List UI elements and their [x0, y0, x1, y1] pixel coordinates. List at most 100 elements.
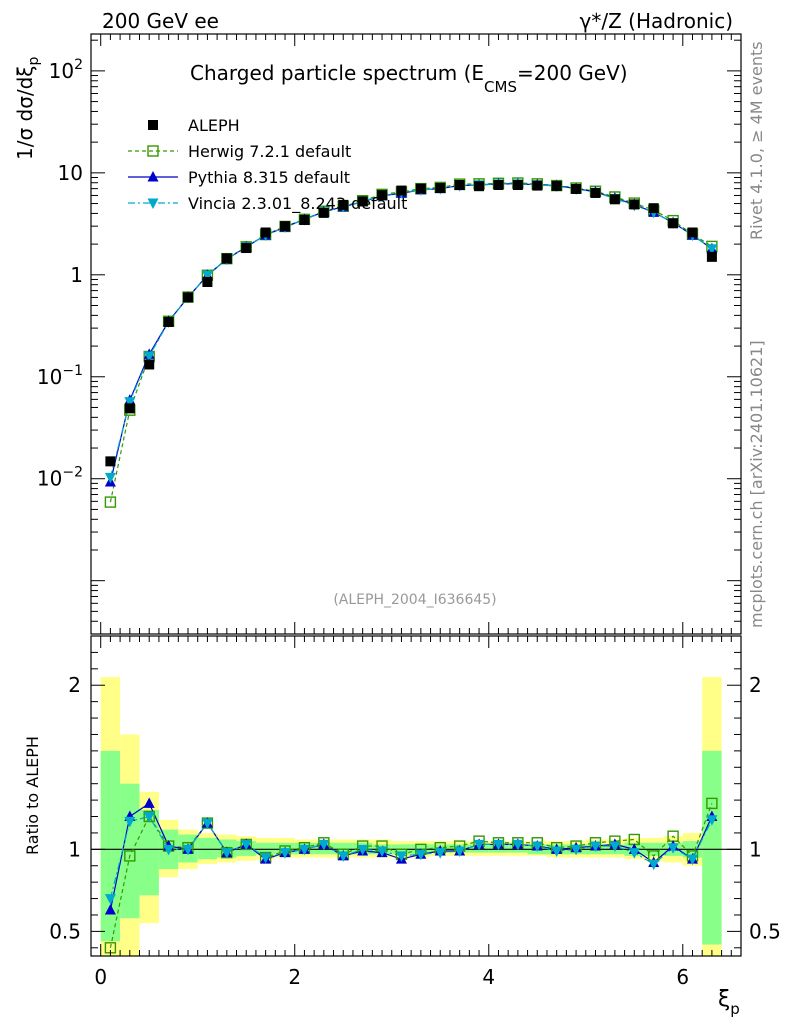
ratio-point-s3: [686, 854, 698, 866]
data-point-s0: [299, 214, 310, 225]
main-plot: [104, 177, 718, 508]
data-point-s0: [493, 179, 504, 190]
y-tick-label-main: 1: [70, 263, 83, 287]
y-axis-label-ratio: Ratio to ALEPH: [23, 736, 42, 855]
y-tick-label-main: 10−1: [37, 363, 83, 389]
data-point-s3: [201, 270, 213, 282]
ratio-point-s3: [279, 848, 291, 859]
legend-marker-3: [147, 198, 159, 209]
series-line-2: [109, 183, 713, 483]
series-line-1: [109, 182, 713, 503]
ratio-point-s3: [551, 846, 563, 857]
ratio-point-s3: [434, 848, 446, 859]
data-point-s0: [377, 190, 388, 201]
y-tick-label-main: 10−2: [37, 465, 83, 491]
header-left-label: 200 GeV ee: [102, 9, 219, 33]
legend-marker-0: [148, 120, 158, 130]
data-point-s0: [241, 243, 252, 254]
x-axis-label-subscript: p: [730, 1000, 740, 1018]
ratio-point-s3: [531, 841, 543, 853]
data-point-s0: [318, 207, 329, 218]
y-tick-label-ratio-right: 0.5: [749, 919, 781, 943]
y-tick-label-ratio-right: 1: [749, 837, 762, 861]
x-tick-label: 6: [676, 965, 689, 989]
y-axis-label-subscript: p: [26, 57, 42, 66]
data-point-s0: [648, 203, 659, 214]
ratio-point-s3: [570, 844, 582, 856]
data-point-s0: [571, 183, 582, 194]
x-tick-label: 0: [94, 965, 107, 989]
ratio-point-s3: [473, 839, 485, 851]
data-point-s0: [124, 403, 135, 414]
analysis-id-label: (ALEPH_2004_I636645): [333, 592, 496, 608]
x-tick-label: 4: [482, 965, 495, 989]
legend-marker-2: [147, 171, 159, 182]
data-point-s3: [706, 244, 718, 255]
legend-label-2: Pythia 8.315 default: [188, 168, 350, 187]
header-right-label: γ*/Z (Hadronic): [580, 9, 733, 33]
ratio-point-s3: [609, 841, 621, 853]
series-line-3: [109, 183, 713, 478]
y-tick-label-ratio-right: 2: [749, 673, 762, 697]
y-tick-label-exponent: −1: [62, 363, 83, 379]
ratio-point-s3: [628, 848, 640, 859]
y-tick-label-base: 10: [49, 59, 74, 83]
data-point-s3: [124, 397, 136, 408]
ratio-point-s3: [667, 843, 679, 854]
data-point-s1: [104, 496, 117, 508]
plot-frames: [90, 33, 742, 957]
data-point-s0: [396, 185, 407, 196]
y-tick-label-base: 10: [37, 467, 62, 491]
data-point-s0: [163, 316, 174, 327]
green-band-bin: [139, 809, 159, 896]
y-tick-label-ratio-left: 0.5: [49, 919, 81, 943]
y-tick-label-exponent: −2: [62, 465, 83, 481]
main-frame: [90, 33, 742, 635]
ratio-point-s3: [201, 818, 213, 830]
data-point-s0: [668, 218, 679, 229]
ratio-point-s3: [104, 894, 116, 905]
ratio-point-s3: [240, 839, 252, 851]
ratio-point-s1: [706, 797, 718, 810]
ratio-uncertainty-bands: [91, 677, 741, 956]
data-point-s0: [202, 277, 213, 288]
x-tick-label: 2: [288, 965, 301, 989]
ratio-line-0: [109, 803, 713, 948]
data-point-s0: [221, 253, 232, 264]
ratio-point-s3: [357, 844, 369, 856]
green-band-bin: [197, 837, 218, 860]
rivet-version-label: Rivet 4.1.0, ≥ 4M events: [747, 41, 766, 240]
y-axis-label-main: 1/σ dσ/dξp: [13, 57, 42, 160]
ratio-point-s3: [260, 853, 272, 864]
data-point-s0: [551, 180, 562, 191]
legend-label-0: ALEPH: [188, 116, 240, 135]
mcplots-reference-label: mcplots.cern.ch [arXiv:2401.10621]: [747, 340, 766, 628]
data-point-s0: [280, 221, 291, 232]
ratio-frame: [90, 635, 742, 957]
ratio-plot: [104, 797, 718, 954]
ratio-point-s3: [706, 815, 718, 826]
legend-label-1: Herwig 7.2.1 default: [188, 142, 351, 161]
ratio-point-s3: [376, 846, 388, 857]
green-band-bin: [255, 842, 276, 855]
ratio-point-s3: [221, 848, 233, 859]
legend-marker-1: [147, 145, 159, 157]
data-point-s0: [183, 292, 194, 303]
ratio-point-s2: [143, 797, 155, 808]
data-point-s0: [260, 227, 271, 238]
ratio-point-s3: [182, 844, 194, 856]
data-point-s3: [104, 472, 116, 484]
ratio-point-s3: [512, 839, 524, 851]
y-tick-label-main: 10: [58, 161, 83, 185]
chart-title-main: Charged particle spectrum (E: [190, 61, 484, 85]
header: 200 GeV ee γ*/Z (Hadronic): [102, 9, 733, 33]
ratio-point-s1: [124, 850, 136, 862]
data-point-s3: [143, 351, 155, 362]
data-point-s0: [609, 194, 620, 205]
data-point-s0: [629, 199, 640, 210]
data-point-s0: [357, 196, 368, 207]
ratio-point-s3: [337, 851, 349, 862]
ratio-point-s3: [143, 812, 155, 823]
